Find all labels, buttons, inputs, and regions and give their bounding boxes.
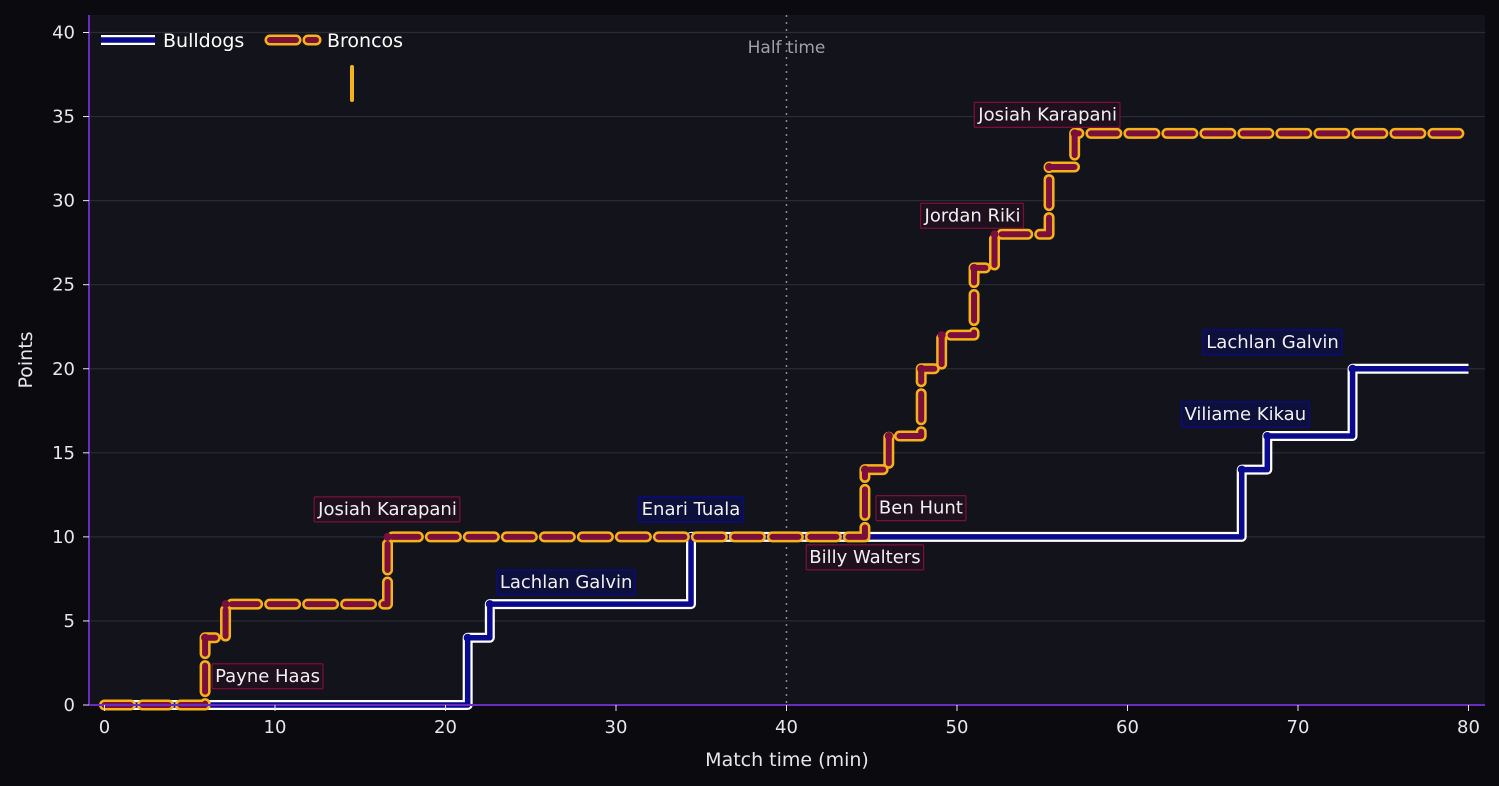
series-line bbox=[101, 130, 1472, 708]
annotation-box bbox=[973, 101, 1121, 128]
legend-label: Bulldogs bbox=[163, 30, 244, 52]
y-axis-label: Points bbox=[15, 331, 37, 388]
annotation-label: Payne Haas bbox=[215, 666, 320, 687]
legend-item-broncos: Broncos bbox=[264, 30, 403, 102]
annotation: Payne Haas bbox=[211, 663, 324, 690]
score-point bbox=[937, 331, 946, 340]
x-tick-label: 0 bbox=[99, 717, 110, 738]
halftime-label: Half time bbox=[748, 38, 826, 58]
annotation-box bbox=[313, 496, 461, 523]
x-tick-label: 40 bbox=[775, 717, 798, 738]
score-point bbox=[221, 600, 230, 609]
annotation: Viliame Kikau bbox=[1180, 401, 1310, 428]
annotation-label: Viliame Kikau bbox=[1184, 404, 1306, 425]
annotation-box bbox=[919, 202, 1025, 229]
legend: Bulldogs Broncos bbox=[101, 30, 403, 102]
score-point bbox=[1348, 364, 1357, 373]
x-tick-label: 80 bbox=[1457, 717, 1480, 738]
score-point bbox=[201, 633, 210, 642]
score-point bbox=[1263, 432, 1272, 440]
annotation-box bbox=[875, 495, 967, 522]
annotation-box bbox=[805, 544, 925, 571]
score-point bbox=[463, 633, 472, 642]
annotation-label: Lachlan Galvin bbox=[1206, 332, 1339, 353]
y-tick-label: 20 bbox=[52, 359, 75, 380]
annotation-label: Ben Hunt bbox=[879, 498, 963, 519]
annotation-box bbox=[496, 569, 637, 596]
annotation: Lachlan Galvin bbox=[496, 569, 637, 596]
y-tick-label: 30 bbox=[52, 191, 75, 212]
annotation: Josiah Karapani bbox=[313, 496, 461, 523]
x-tick-label: 60 bbox=[1116, 717, 1139, 738]
annotation-box bbox=[1180, 401, 1310, 428]
annotation: Ben Hunt bbox=[875, 495, 967, 522]
score-point bbox=[884, 432, 893, 440]
score-point bbox=[1045, 163, 1054, 171]
annotation: Lachlan Galvin bbox=[1202, 329, 1343, 356]
axes: 0 10 20 30 40 50 60 70 80 0 5 10 15 20 25 30 35 40 bbox=[52, 15, 1485, 738]
score-point bbox=[860, 465, 869, 474]
y-tick-label: 10 bbox=[52, 527, 75, 548]
x-tick-label: 70 bbox=[1287, 717, 1310, 738]
reference-lines: Half time bbox=[748, 15, 826, 705]
legend-label: Broncos bbox=[327, 30, 403, 52]
x-tick-label: 30 bbox=[605, 717, 628, 738]
annotation: Jordan Riki bbox=[919, 202, 1025, 229]
y-tick-label: 35 bbox=[52, 107, 75, 128]
series-layer bbox=[99, 127, 1474, 711]
score-point bbox=[1237, 465, 1246, 474]
y-tick-label: 25 bbox=[52, 275, 75, 296]
annotations: Lachlan Galvin Enari Tuala Viliame Kikau La… bbox=[211, 101, 1343, 690]
x-tick-label: 10 bbox=[264, 717, 287, 738]
y-tick-label: 5 bbox=[64, 611, 75, 632]
score-point bbox=[917, 364, 926, 373]
annotation: Josiah Karapani bbox=[973, 101, 1121, 128]
annotation-box bbox=[1202, 329, 1343, 356]
y-tick-label: 15 bbox=[52, 443, 75, 464]
legend-item-bulldogs: Bulldogs bbox=[101, 30, 244, 52]
annotation-label: Billy Walters bbox=[809, 547, 920, 568]
annotation-label: Lachlan Galvin bbox=[500, 572, 633, 593]
annotation-box bbox=[638, 496, 744, 523]
annotation: Enari Tuala bbox=[638, 496, 744, 523]
annotation-label: Jordan Riki bbox=[924, 205, 1021, 226]
score-point bbox=[485, 600, 494, 609]
annotation-label: Josiah Karapani bbox=[317, 499, 457, 520]
y-tick-label: 0 bbox=[64, 695, 75, 716]
grid-lines bbox=[89, 31, 1485, 622]
annotation-label: Josiah Karapani bbox=[977, 104, 1117, 125]
annotation-label: Enari Tuala bbox=[642, 499, 741, 520]
y-tick-label: 40 bbox=[52, 23, 75, 44]
x-tick-label: 50 bbox=[946, 717, 969, 738]
x-tick-label: 20 bbox=[434, 717, 457, 738]
score-point bbox=[970, 263, 979, 272]
annotation-box bbox=[211, 663, 324, 690]
annotation: Billy Walters bbox=[805, 544, 925, 571]
score-point bbox=[1070, 129, 1079, 138]
score-point bbox=[990, 230, 999, 239]
series-broncos bbox=[99, 127, 1474, 711]
score-point bbox=[383, 532, 392, 541]
x-axis-label: Match time (min) bbox=[705, 749, 869, 771]
